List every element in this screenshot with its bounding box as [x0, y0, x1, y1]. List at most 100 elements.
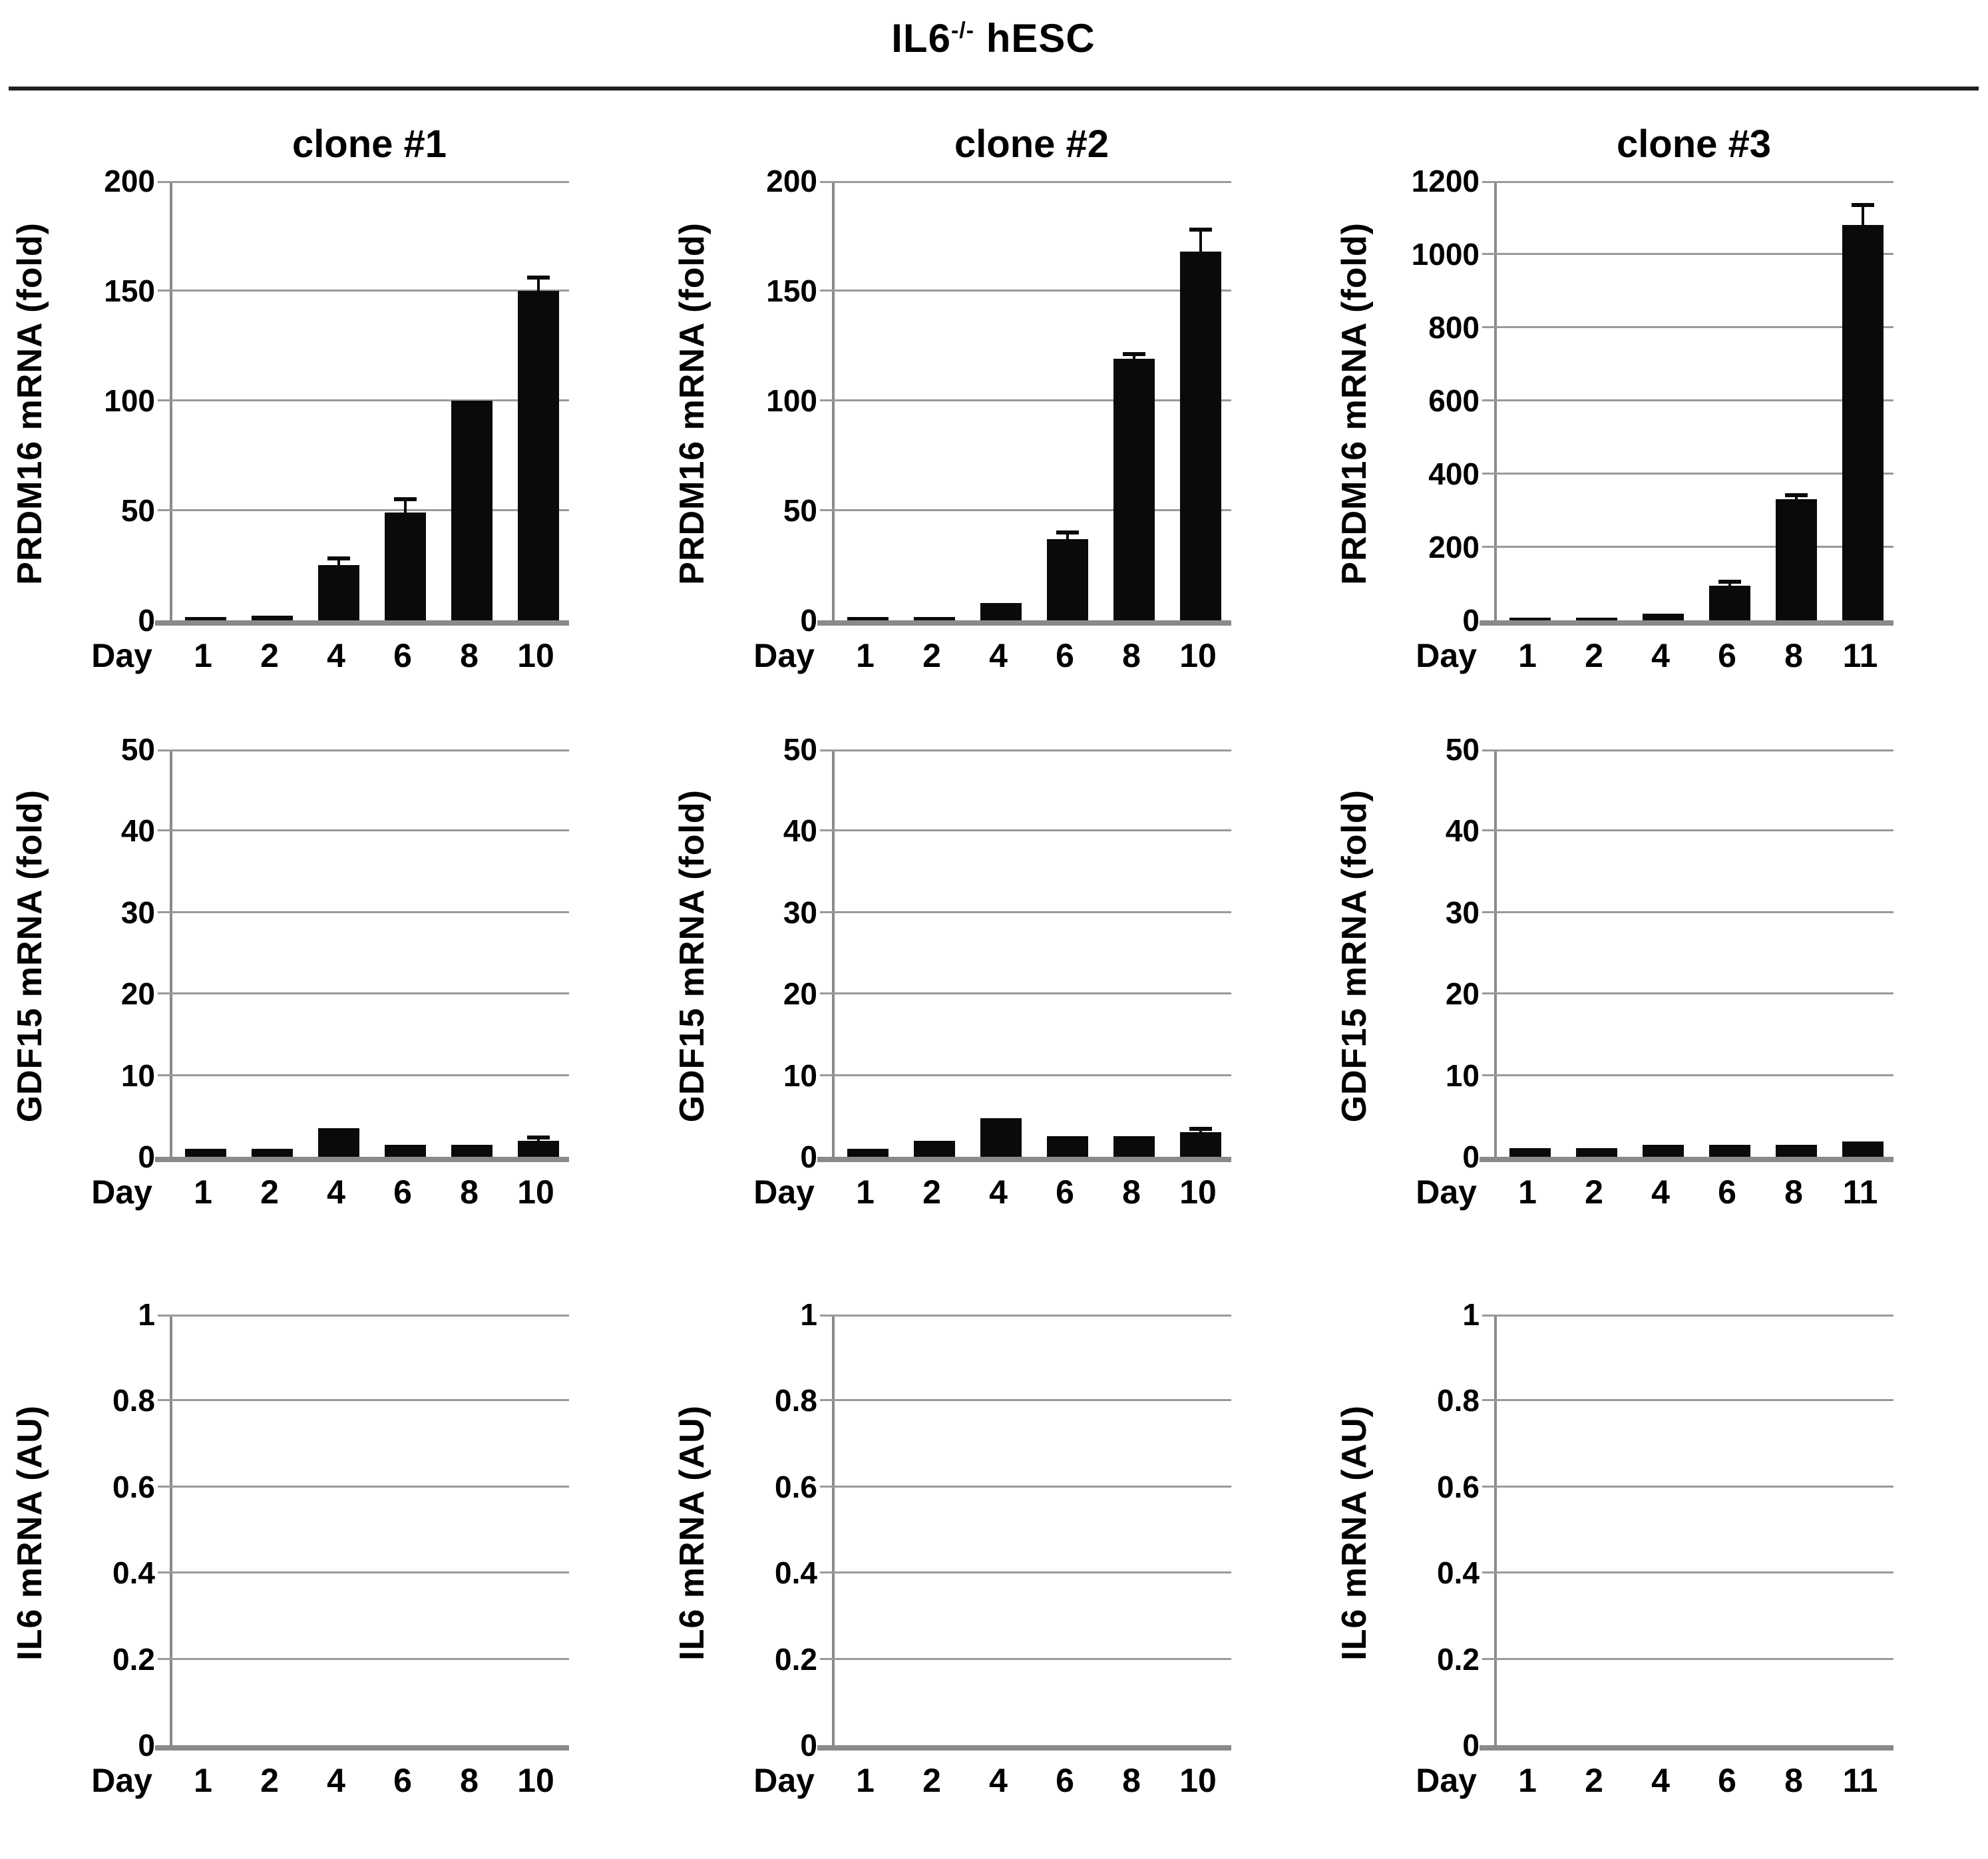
- gridline-y-200: [820, 181, 1231, 183]
- x-axis-baseline-tick: [1480, 620, 1497, 626]
- x-tick-label-day-2: 2: [1585, 637, 1603, 674]
- gridline-y-30: [158, 911, 569, 913]
- x-tick-label-day-4: 4: [327, 637, 345, 674]
- bar-day-1: [847, 617, 889, 620]
- y-tick-label: 0: [1462, 1728, 1480, 1762]
- figure-title: IL6-/- hESC: [891, 16, 1095, 61]
- y-tick-label: 0.2: [1437, 1641, 1480, 1677]
- plot-area: [817, 749, 1231, 1162]
- y-tick-label: 1200: [1411, 164, 1480, 198]
- bar-day-4: [1643, 614, 1684, 620]
- bar-day-4: [318, 565, 359, 620]
- bar-day-4: [318, 1128, 359, 1157]
- y-tick-label: 50: [120, 732, 155, 767]
- x-tick-label-day-8: 8: [1122, 637, 1141, 674]
- x-tick-label-day-10: 10: [517, 1173, 554, 1211]
- x-axis-day-label: Day: [753, 637, 815, 674]
- x-axis-day-label: Day: [753, 1173, 815, 1211]
- x-axis-day-label: Day: [91, 637, 152, 674]
- x-axis-day-label: Day: [91, 1762, 152, 1799]
- x-tick-label-day-8: 8: [460, 1173, 479, 1211]
- x-tick-label-day-8: 8: [460, 1762, 479, 1799]
- y-tick-label: 50: [120, 493, 155, 528]
- error-bar-whisker: [1795, 495, 1798, 499]
- x-axis-ticks: 1 2 4 6 8 11: [1494, 626, 1893, 675]
- x-tick-label-day-8: 8: [1784, 1173, 1803, 1211]
- bar-day-6: [1709, 1145, 1750, 1157]
- x-tick-label-day-6: 6: [393, 1173, 412, 1211]
- y-tick-label: 1: [1462, 1297, 1480, 1332]
- gridline-y-20: [820, 992, 1231, 995]
- y-axis-title: GDF15 mRNA (fold): [0, 749, 60, 1162]
- bar-day-6: [1709, 586, 1750, 620]
- chart-row-il6: IL6 mRNA (AU) 0 0.2 0.4 0.6 0.8 1 Day 1 2 4 6 8 10…: [0, 1297, 1987, 1800]
- gridline-y-1: [820, 1315, 1231, 1317]
- x-tick-label-day-10: 10: [1179, 1762, 1217, 1799]
- y-tick-label: 40: [1445, 813, 1480, 849]
- gridline-y-1: [158, 1315, 569, 1317]
- y-axis-ticks: 0 50 100 150 200: [60, 164, 170, 638]
- gridline-y-200: [158, 181, 569, 183]
- x-tick-label-day-6: 6: [1056, 1762, 1074, 1799]
- gridline-y-0.2: [820, 1657, 1231, 1660]
- gridline-y-0.8: [1482, 1399, 1893, 1402]
- gridline-y-0.6: [1482, 1485, 1893, 1488]
- bar-day-1: [185, 617, 226, 620]
- gridline-y-600: [1482, 399, 1893, 401]
- y-tick-label: 1000: [1411, 237, 1480, 272]
- y-tick-label: 40: [120, 813, 155, 849]
- clone-3-header: clone #3: [1616, 122, 1772, 166]
- x-axis-baseline-tick: [155, 620, 172, 626]
- x-tick-label-day-8: 8: [1122, 1173, 1141, 1211]
- x-tick-label-day-8: 8: [1784, 637, 1803, 674]
- x-axis-day-label: Day: [1416, 637, 1477, 674]
- y-tick-label: 200: [766, 164, 817, 198]
- y-tick-label: 30: [1445, 895, 1480, 930]
- error-bar-cap: [527, 276, 550, 280]
- bar-day-10: [518, 1141, 559, 1157]
- chart-prdm16-clone3: PRDM16 mRNA (fold) 0 200 400 600 800 1000 1200…: [1324, 164, 1987, 675]
- y-axis-title: IL6 mRNA (AU): [1324, 1315, 1384, 1751]
- clone-1-header: clone #1: [292, 122, 447, 166]
- x-tick-label-day-4: 4: [327, 1762, 345, 1799]
- y-axis-title-text: PRDM16 mRNA (fold): [11, 222, 49, 585]
- x-tick-label-day-8: 8: [1784, 1762, 1803, 1799]
- plot-area: [1480, 749, 1893, 1162]
- gridline-y-1: [1482, 1315, 1893, 1317]
- y-axis-title: GDF15 mRNA (fold): [662, 749, 722, 1162]
- y-tick-label: 0.2: [112, 1641, 155, 1677]
- gridline-y-40: [1482, 829, 1893, 832]
- gridline-y-150: [820, 290, 1231, 292]
- chart-il6-clone2: IL6 mRNA (AU) 0 0.2 0.4 0.6 0.8 1 Day 1 2 4 6 8 10: [662, 1297, 1324, 1800]
- error-bar-cap: [1056, 530, 1079, 534]
- error-bar-whisker: [1199, 230, 1202, 252]
- gridline-y-800: [1482, 326, 1893, 328]
- x-tick-label-day-2: 2: [260, 637, 279, 674]
- x-axis-ticks: 1 2 4 6 8 10: [832, 1162, 1231, 1211]
- y-tick-label: 0: [138, 1728, 155, 1762]
- y-axis-ticks: 0 10 20 30 40 50: [1384, 732, 1494, 1174]
- error-bar-cap: [1785, 493, 1808, 497]
- x-tick-label-day-6: 6: [393, 1762, 412, 1799]
- x-tick-label-day-1: 1: [856, 1173, 875, 1211]
- y-tick-label: 0: [138, 603, 155, 638]
- y-axis-title: IL6 mRNA (AU): [662, 1315, 722, 1751]
- bar-day-6: [385, 513, 426, 620]
- x-tick-label-day-2: 2: [922, 637, 941, 674]
- gridline-y-10: [1482, 1074, 1893, 1076]
- y-tick-label: 1: [800, 1297, 817, 1332]
- bar-day-1: [185, 1149, 226, 1157]
- y-tick-label: 400: [1428, 457, 1480, 491]
- gridline-y-100: [158, 399, 569, 401]
- error-bar-cap: [1123, 352, 1145, 356]
- y-tick-label: 0: [800, 1139, 817, 1174]
- bar-day-8: [1776, 499, 1817, 620]
- x-tick-label-day-1: 1: [194, 1762, 212, 1799]
- gridline-y-30: [820, 911, 1231, 913]
- chart-prdm16-clone1: PRDM16 mRNA (fold) 0 50 100 150 200 Day 1 2 4 6…: [0, 164, 662, 675]
- figure-title-rest: hESC: [974, 16, 1095, 61]
- chart-il6-clone3: IL6 mRNA (AU) 0 0.2 0.4 0.6 0.8 1 Day 1 2 4 6 8 11: [1324, 1297, 1987, 1800]
- bar-day-4: [980, 1118, 1022, 1157]
- error-bar-whisker: [337, 558, 340, 565]
